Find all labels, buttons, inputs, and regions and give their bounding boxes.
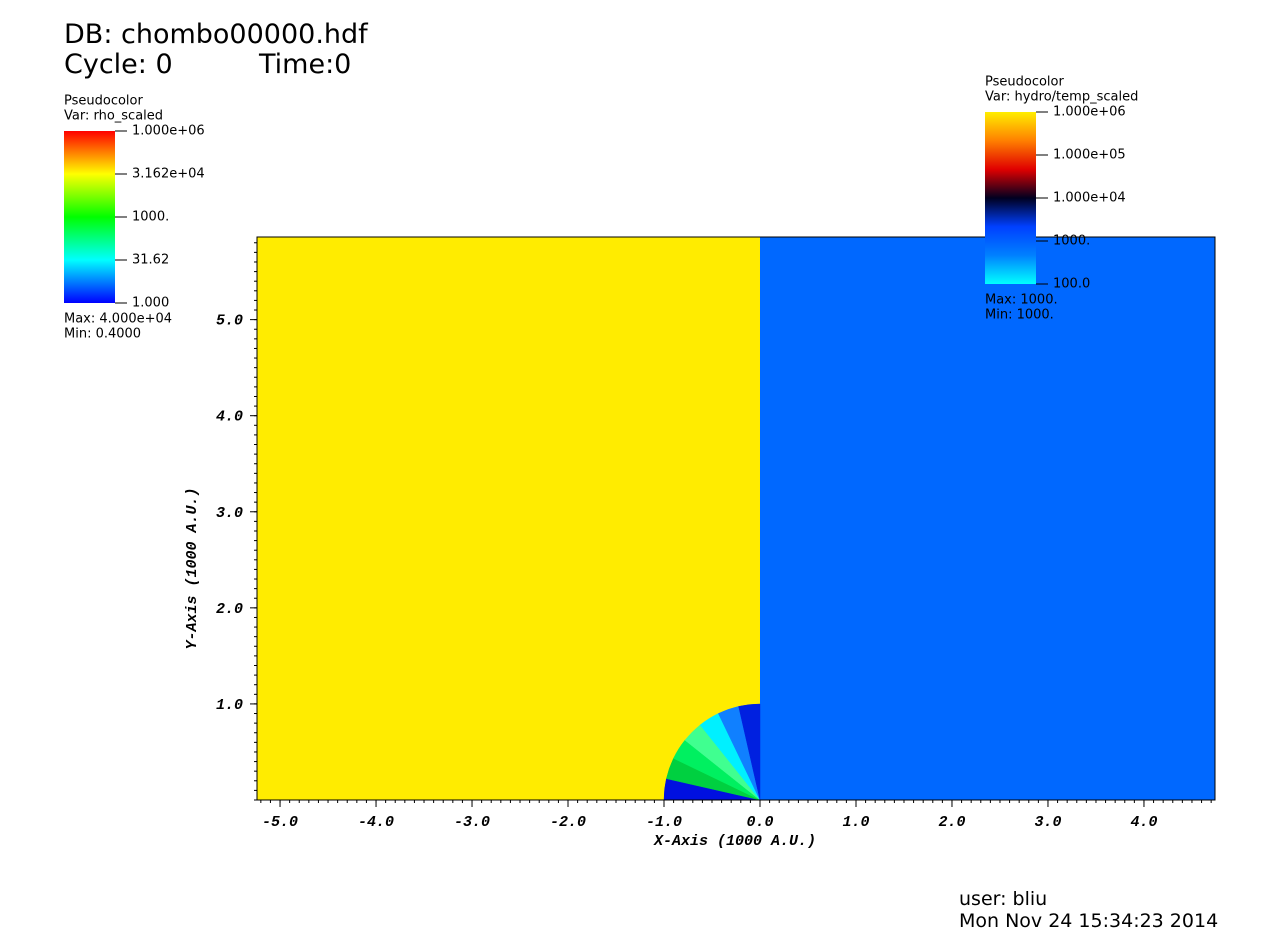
x-axis-label: X-Axis (1000 A.U.) [653, 833, 816, 850]
legend-bar [64, 131, 115, 303]
legend-title: Pseudocolor [985, 75, 1064, 90]
legend-title: Pseudocolor [64, 94, 143, 109]
cycle: Cycle: 0 [64, 49, 173, 80]
legend-bar [985, 112, 1036, 284]
y-tick-label: 4.0 [216, 409, 243, 426]
legend-label: 1000. [1053, 234, 1090, 249]
x-tick-label: 4.0 [1130, 814, 1157, 831]
right-region [759, 237, 1215, 800]
legend-label: 3.162e+04 [132, 167, 205, 182]
legend-label: 100.0 [1053, 277, 1090, 292]
y-tick-label: 2.0 [216, 601, 243, 618]
left-region [257, 237, 760, 800]
x-tick-label: -5.0 [262, 814, 298, 831]
y-axis-label: Y-Axis (1000 A.U.) [184, 487, 201, 649]
db-name: DB: chombo00000.hdf [64, 19, 369, 50]
legend-label: 1.000 [132, 296, 169, 311]
legend-label: 1.000e+06 [132, 124, 205, 139]
x-tick-label: -2.0 [550, 814, 586, 831]
legend-min: Min: 0.4000 [64, 327, 141, 342]
legend-label: 1.000e+06 [1053, 105, 1126, 120]
date: Mon Nov 24 15:34:23 2014 [959, 910, 1218, 932]
legend-label: 31.62 [132, 253, 169, 268]
x-tick-label: 2.0 [938, 814, 965, 831]
legend-label: 1000. [132, 210, 169, 225]
x-tick-label: -4.0 [358, 814, 394, 831]
legend-label: 1.000e+04 [1053, 191, 1126, 206]
plot: -5.0 -4.0 -3.0 -2.0 -1.0 0.0 1.0 2.0 3.0 4.0 1.0 2.… [184, 236, 1216, 850]
legend-var: Var: hydro/temp_scaled [985, 90, 1138, 105]
user: user: bliu [959, 888, 1047, 910]
legend-min: Min: 1000. [985, 308, 1054, 323]
x-tick-label: 1.0 [842, 814, 869, 831]
legend-label: 1.000e+05 [1053, 148, 1126, 163]
x-tick-label: 3.0 [1034, 814, 1061, 831]
time: Time:0 [258, 49, 351, 80]
legend-var: Var: rho_scaled [64, 109, 163, 124]
y-tick-label: 5.0 [216, 313, 243, 330]
plot-frame [256, 236, 1216, 801]
x-tick-label: -3.0 [454, 814, 490, 831]
legend-max: Max: 4.000e+04 [64, 312, 172, 327]
x-tick-label: -1.0 [646, 814, 682, 831]
y-tick-label: 1.0 [216, 697, 243, 714]
legend-max: Max: 1000. [985, 293, 1058, 308]
y-tick-label: 3.0 [216, 505, 243, 522]
core-wedge [738, 703, 761, 801]
x-tick-label: 0.0 [746, 814, 773, 831]
